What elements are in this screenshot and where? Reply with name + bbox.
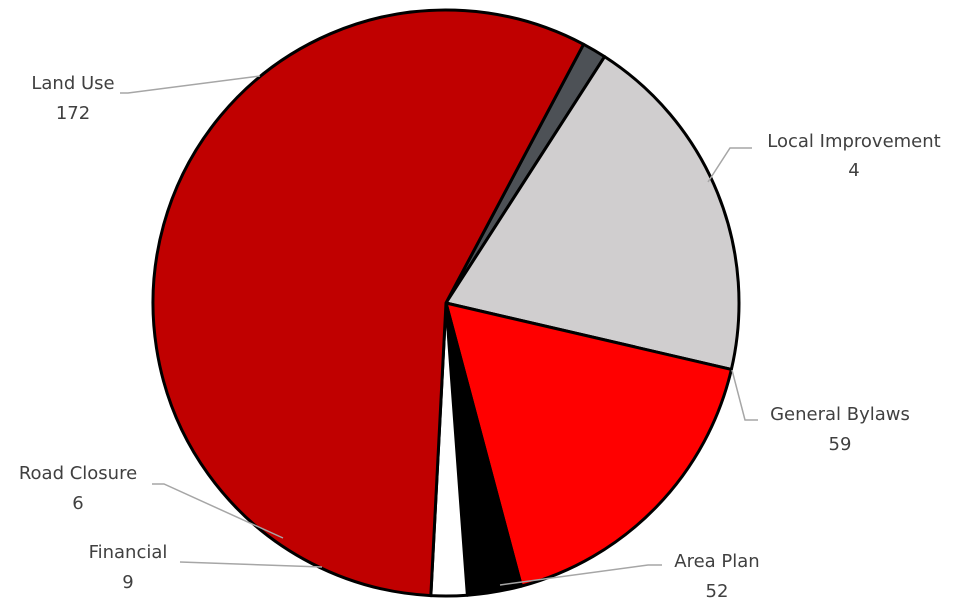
leader-line-local-improvement	[707, 147, 752, 183]
label-name-general-bylaws: General Bylaws	[770, 404, 910, 425]
pie-slice-area-plan	[444, 301, 733, 588]
label-value-land-use: 172	[56, 103, 90, 124]
pie-slice-general-bylaws	[444, 55, 741, 371]
label-value-road-closure: 6	[72, 493, 83, 514]
label-name-financial: Financial	[89, 542, 168, 563]
label-name-area-plan: Area Plan	[674, 551, 759, 572]
label-name-road-closure: Road Closure	[19, 463, 137, 484]
label-name-land-use: Land Use	[31, 73, 114, 94]
leader-line-financial	[179, 561, 323, 568]
leader-line-general-bylaws	[731, 369, 758, 421]
label-value-local-improvement: 4	[848, 160, 859, 181]
leader-line-land-use	[120, 75, 261, 94]
data-labels: Local Improvement 4 General Bylaws 59 Ar…	[19, 73, 941, 601]
leader-line-area-plan	[499, 564, 662, 586]
leader-line-road-closure	[152, 483, 284, 539]
label-name-local-improvement: Local Improvement	[767, 131, 940, 152]
label-value-financial: 9	[122, 572, 133, 593]
pie-slices	[151, 8, 741, 598]
pie-slice-land-use	[151, 8, 586, 598]
label-value-area-plan: 52	[706, 581, 729, 601]
label-value-general-bylaws: 59	[829, 434, 852, 455]
